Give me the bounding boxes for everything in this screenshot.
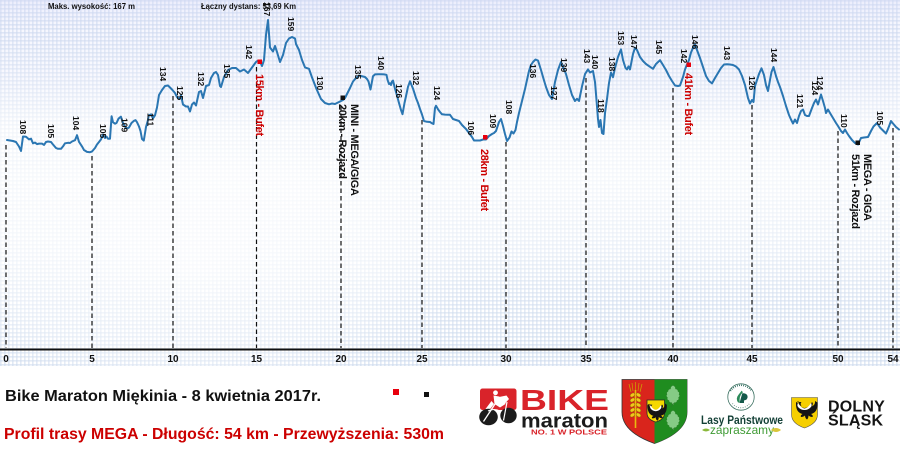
svg-text:167: 167 — [262, 2, 272, 16]
svg-text:ŚLĄSK: ŚLĄSK — [828, 411, 883, 430]
svg-text:20km - Rozjazd: 20km - Rozjazd — [336, 104, 348, 179]
svg-text:147: 147 — [629, 35, 639, 49]
svg-text:28km - Bufet: 28km - Bufet — [478, 149, 490, 212]
svg-text:105: 105 — [875, 111, 885, 125]
svg-text:132: 132 — [196, 72, 206, 86]
svg-text:109: 109 — [488, 114, 498, 128]
svg-text:109: 109 — [120, 118, 130, 132]
svg-text:140: 140 — [376, 56, 386, 70]
svg-text:35: 35 — [580, 354, 592, 365]
svg-text:Profil trasy MEGA - Długość: 5: Profil trasy MEGA - Długość: 54 km - Prz… — [4, 426, 444, 443]
svg-text:118: 118 — [596, 99, 606, 113]
svg-text:135: 135 — [222, 64, 232, 78]
svg-text:Maks. wysokość: 167 m: Maks. wysokość: 167 m — [48, 2, 135, 11]
svg-text:5: 5 — [89, 354, 95, 365]
svg-text:153: 153 — [616, 31, 626, 45]
svg-text:108: 108 — [504, 100, 514, 114]
svg-text:121: 121 — [795, 94, 805, 108]
svg-text:159: 159 — [286, 17, 296, 31]
svg-text:126: 126 — [747, 76, 757, 90]
svg-text:105: 105 — [46, 124, 56, 138]
svg-text:25: 25 — [416, 354, 428, 365]
svg-text:10: 10 — [167, 354, 179, 365]
svg-text:126: 126 — [394, 84, 404, 98]
svg-text:136: 136 — [528, 64, 538, 78]
svg-text:142: 142 — [679, 49, 689, 63]
svg-text:41km - Bufet: 41km - Bufet — [682, 73, 694, 136]
svg-text:Lasy Państwowe: Lasy Państwowe — [701, 413, 783, 427]
svg-text:zapraszamy: zapraszamy — [710, 423, 774, 437]
svg-text:MINI - MEGA/GIGA: MINI - MEGA/GIGA — [348, 104, 360, 196]
svg-text:124: 124 — [815, 76, 825, 90]
svg-text:108: 108 — [18, 120, 28, 134]
svg-text:50: 50 — [832, 354, 844, 365]
svg-text:maraton: maraton — [521, 410, 608, 433]
svg-text:40: 40 — [667, 354, 679, 365]
svg-text:132: 132 — [411, 71, 421, 85]
svg-text:146: 146 — [690, 35, 700, 49]
svg-text:124: 124 — [810, 81, 820, 95]
svg-text:15: 15 — [251, 354, 263, 365]
svg-text:106: 106 — [466, 121, 476, 135]
svg-text:125: 125 — [175, 86, 185, 100]
svg-text:0: 0 — [3, 354, 9, 365]
svg-text:111: 111 — [146, 113, 156, 127]
svg-text:20: 20 — [335, 354, 347, 365]
svg-text:130: 130 — [315, 76, 325, 90]
svg-text:15km - Bufet: 15km - Bufet — [253, 74, 265, 137]
svg-text:138: 138 — [607, 57, 617, 71]
svg-text:54: 54 — [887, 354, 899, 365]
svg-text:134: 134 — [158, 67, 168, 81]
svg-text:140: 140 — [590, 55, 600, 69]
svg-text:104: 104 — [71, 116, 81, 130]
svg-text:143: 143 — [582, 49, 592, 63]
svg-text:Łączny dystans: 53,69 Km: Łączny dystans: 53,69 Km — [201, 2, 296, 11]
svg-text:142: 142 — [244, 45, 254, 59]
svg-text:105: 105 — [98, 124, 108, 138]
svg-text:127: 127 — [549, 86, 559, 100]
svg-text:51km - Rozjazd: 51km - Rozjazd — [849, 154, 861, 229]
svg-text:45: 45 — [746, 354, 758, 365]
svg-text:NO. 1 W POLSCE: NO. 1 W POLSCE — [531, 430, 607, 437]
svg-text:139: 139 — [559, 58, 569, 72]
svg-text:Bike Maraton Miękinia - 8 kwie: Bike Maraton Miękinia - 8 kwietnia 2017r… — [5, 388, 321, 405]
svg-text:30: 30 — [500, 354, 512, 365]
svg-text:144: 144 — [769, 48, 779, 62]
svg-text:110: 110 — [839, 114, 849, 128]
svg-text:MEGA - GIGA: MEGA - GIGA — [861, 154, 873, 221]
svg-text:143: 143 — [722, 46, 732, 60]
svg-text:BIKE: BIKE — [520, 385, 609, 417]
svg-text:DOLNY: DOLNY — [828, 399, 885, 416]
svg-text:135: 135 — [353, 65, 363, 79]
svg-text:145: 145 — [654, 40, 664, 54]
svg-text:124: 124 — [432, 86, 442, 100]
